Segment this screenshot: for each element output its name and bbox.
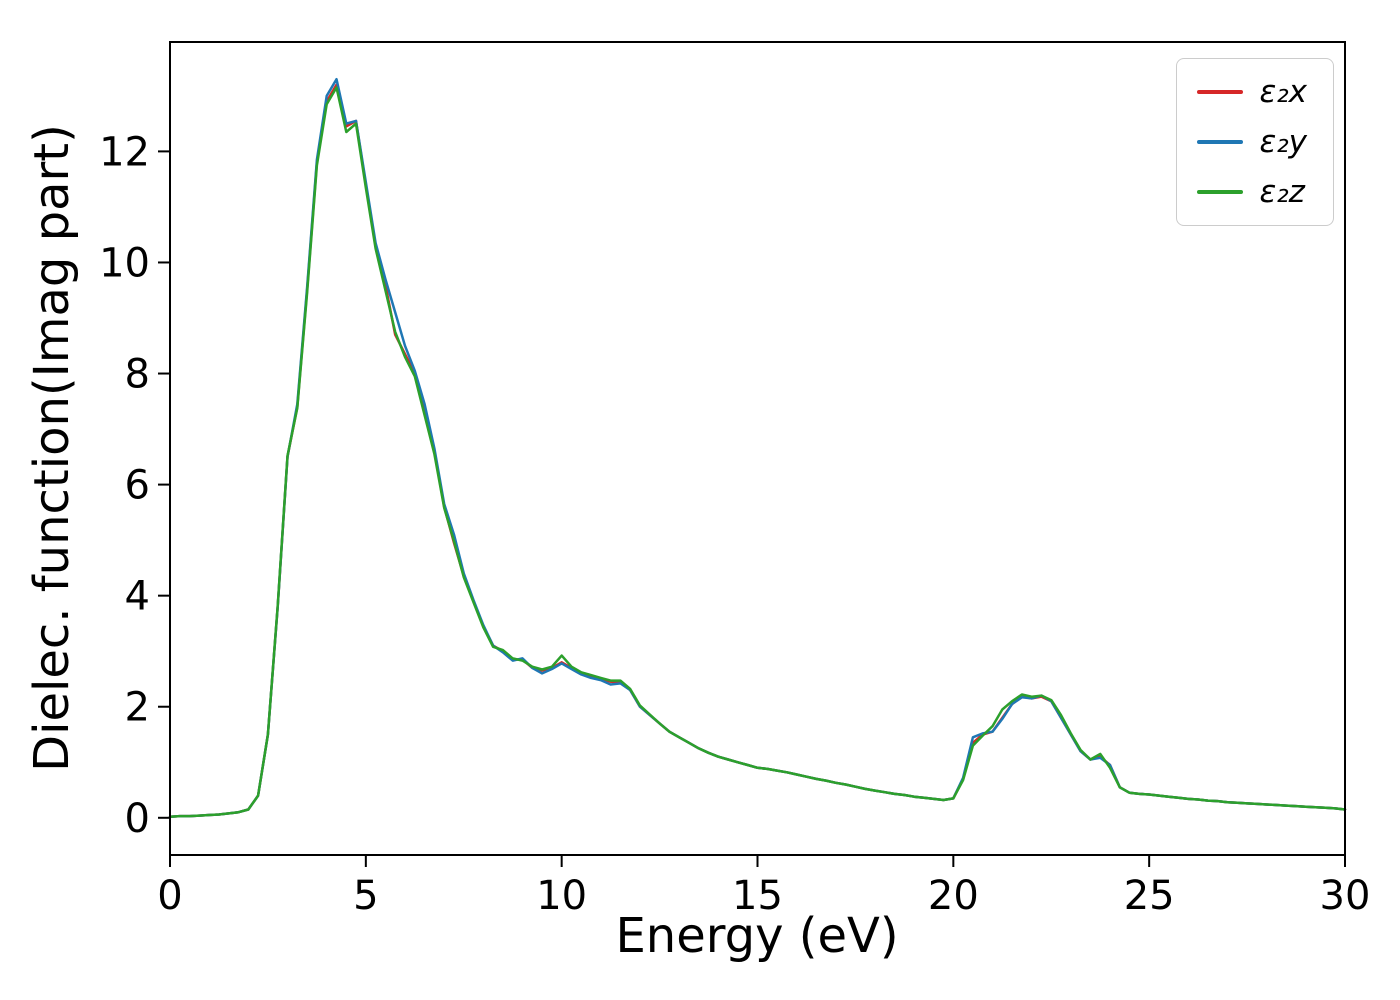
series-line-0 (168, 83, 1347, 818)
x-tick-label: 20 (928, 873, 979, 919)
y-tick-label: 2 (125, 685, 150, 731)
y-tick-label: 10 (99, 240, 150, 286)
legend-line-swatch-eps2z (1197, 190, 1244, 194)
x-tick-label: 5 (353, 873, 378, 919)
plot-border (169, 41, 1346, 856)
x-tick-label: 15 (732, 873, 783, 919)
legend-item-eps2y: ε₂y (1197, 125, 1307, 159)
legend-item-eps2z: ε₂z (1197, 175, 1307, 209)
x-tick-label: 25 (1124, 873, 1175, 919)
y-tick-label: 12 (99, 129, 150, 175)
x-tick-label: 30 (1320, 873, 1371, 919)
x-tick-label: 10 (536, 873, 587, 919)
legend-line-swatch-eps2x (1197, 90, 1244, 94)
legend-label-eps2z: ε₂z (1259, 174, 1305, 211)
y-axis-label: Dielec. function(Imag part) (24, 124, 80, 772)
series-line-1 (168, 77, 1347, 818)
y-tick-label: 0 (125, 796, 150, 842)
legend-line-swatch-eps2y (1197, 140, 1244, 144)
series-line-2 (168, 86, 1347, 818)
legend: ε₂x ε₂y ε₂z (1176, 58, 1334, 227)
x-tick-label: 0 (157, 873, 182, 919)
y-tick-label: 6 (125, 463, 150, 509)
legend-label-eps2x: ε₂x (1259, 74, 1307, 110)
y-tick-label: 8 (125, 352, 150, 398)
legend-item-eps2x: ε₂x (1197, 75, 1307, 109)
x-axis-label: Energy (eV) (615, 908, 899, 964)
legend-label-eps2y: ε₂y (1259, 124, 1307, 161)
y-tick-label: 4 (125, 574, 150, 620)
